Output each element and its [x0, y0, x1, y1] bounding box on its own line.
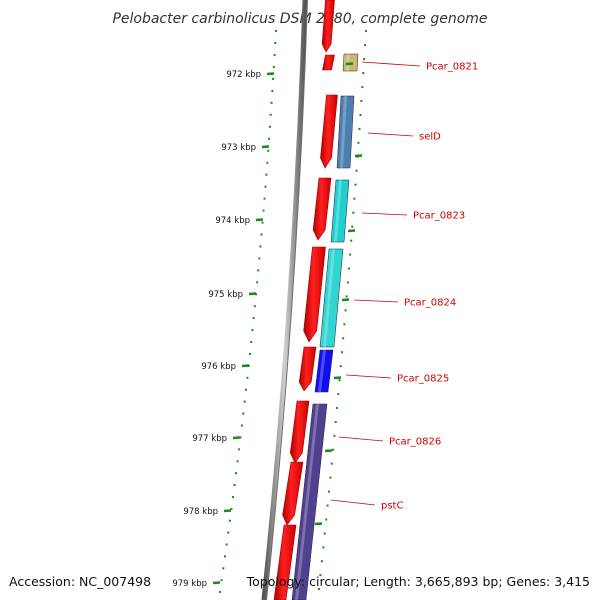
forward-gene-arrow [321, 0, 335, 53]
kbp-tick [266, 72, 275, 76]
forward-gene-arrow [298, 346, 317, 392]
kbp-label: 972 kbp [226, 70, 261, 80]
gene-label-leader [338, 436, 384, 442]
gene-tick [354, 154, 363, 158]
genome-backbone [261, 0, 308, 600]
kbp-scale: 972 kbp 973 kbp 974 kbp 975 kbp 976 kbp 977 k… [172, 70, 275, 589]
forward-gene-arrow [282, 461, 304, 526]
gene-tick [341, 298, 350, 302]
gene-feature-highlight [295, 404, 319, 600]
kbp-tick [248, 292, 257, 296]
forward-gene-arrow [303, 246, 326, 343]
gene-tick [333, 376, 342, 380]
map-title: Pelobacter carbinolicus DSM 2380, comple… [112, 11, 487, 27]
gene-feature-selD [336, 95, 355, 169]
gene-label-leader [367, 132, 414, 137]
gene-feature-Pcar_0826 [291, 403, 328, 600]
forward-gene-arrow [322, 54, 335, 71]
topology-text: Topology: circular; Length: 3,665,893 bp… [246, 574, 590, 589]
gene-tick [345, 62, 354, 66]
kbp-label: 973 kbp [221, 143, 256, 153]
gene-tick [347, 229, 356, 233]
gene-label-leader [353, 299, 399, 303]
gene-label-leader [361, 212, 408, 216]
forward-gene-arrow [312, 177, 332, 241]
kbp-label: 978 kbp [183, 507, 218, 517]
forward-strand-features [273, 0, 338, 600]
kbp-tick [241, 364, 250, 368]
gene-labels: Pcar_0821 selD Pcar_0823 Pcar_0824 Pcar_0825… [314, 61, 478, 526]
forward-gene-arrow [289, 400, 310, 464]
gene-label-leader [330, 499, 376, 506]
gene-feature-Pcar_0824 [319, 248, 344, 348]
gene-label-leader [345, 374, 392, 379]
gene-feature-highlight [334, 180, 342, 242]
kbp-label: 975 kbp [208, 290, 243, 300]
gene-label-Pcar_0824: Pcar_0824 [404, 298, 456, 309]
gene-feature-highlight [340, 96, 347, 168]
gene-feature-highlight [318, 350, 326, 392]
gene-label-pstC: pstC [381, 501, 403, 512]
gene-features [291, 53, 359, 600]
kbp-tick [212, 581, 221, 585]
gene-label-Pcar_0821: Pcar_0821 [426, 62, 478, 73]
kbp-tick [223, 509, 232, 513]
kbp-tick [255, 218, 264, 222]
genome-backbone-edge [266, 0, 308, 600]
accession-text: Accession: NC_007498 [9, 574, 152, 589]
gene-feature-Pcar_0825 [314, 349, 334, 393]
gene-feature-highlight [323, 249, 335, 347]
kbp-label: 979 kbp [172, 579, 207, 589]
kbp-label: 976 kbp [201, 362, 236, 372]
forward-gene-arrow [320, 94, 338, 169]
gene-label-selD: selD [419, 132, 441, 143]
kbp-tick [232, 436, 241, 440]
kbp-label: 974 kbp [215, 216, 250, 226]
gene-tick [314, 522, 323, 526]
gene-feature-highlight [346, 54, 350, 71]
kbp-tick [261, 145, 270, 149]
gene-label-Pcar_0823: Pcar_0823 [413, 211, 465, 222]
gene-feature-Pcar_0823 [330, 179, 350, 243]
scale-dotted-line [218, 29, 277, 599]
gene-label-Pcar_0825: Pcar_0825 [397, 374, 449, 385]
gene-label-leader [361, 61, 421, 67]
kbp-label: 977 kbp [192, 434, 227, 444]
forward-gene-arrow [273, 524, 297, 600]
gene-label-Pcar_0826: Pcar_0826 [389, 437, 441, 448]
gene-tick [324, 449, 333, 453]
